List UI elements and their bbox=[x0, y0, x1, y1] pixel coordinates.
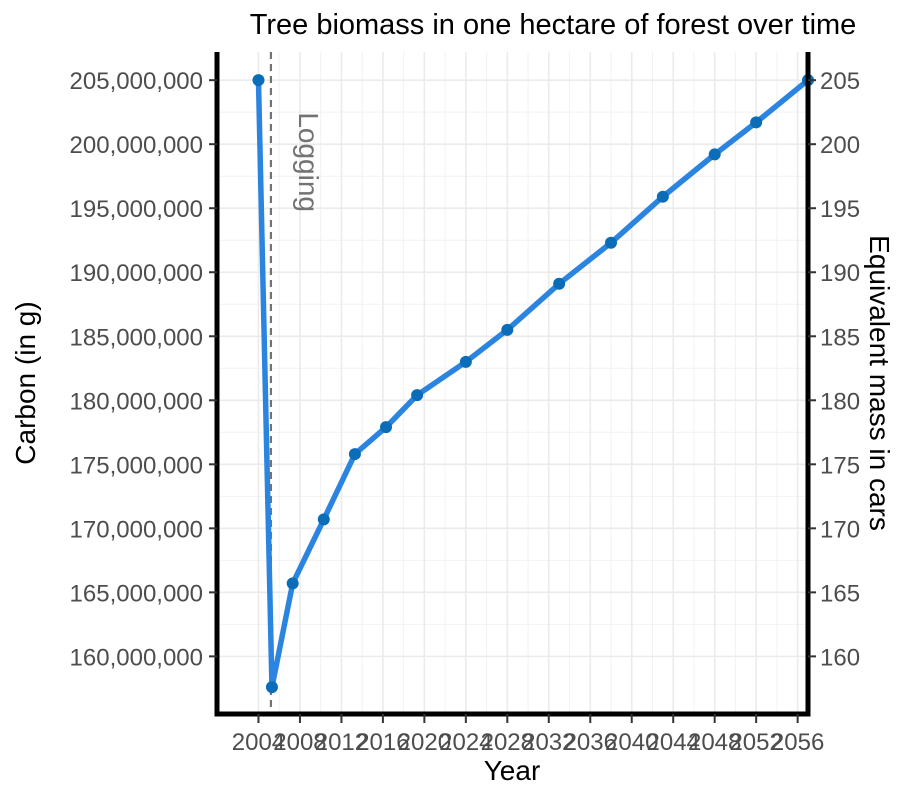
y-tick-label: 170,000,000 bbox=[70, 516, 203, 543]
grid bbox=[217, 52, 808, 714]
data-point bbox=[501, 323, 514, 336]
y2-tick-label: 200 bbox=[820, 132, 860, 159]
x-tick-label: 2040 bbox=[605, 729, 658, 756]
data-point bbox=[265, 681, 278, 694]
x-axis-title: Year bbox=[484, 755, 541, 786]
data-point bbox=[553, 277, 566, 290]
data-point bbox=[317, 513, 330, 526]
data-point bbox=[708, 148, 721, 161]
y2-tick-label: 170 bbox=[820, 516, 860, 543]
x-tick-label: 2036 bbox=[564, 729, 617, 756]
series-layer bbox=[252, 74, 814, 694]
y2-tick-label: 165 bbox=[820, 580, 860, 607]
chart-title: Tree biomass in one hectare of forest ov… bbox=[250, 9, 857, 41]
y-tick-label: 190,000,000 bbox=[70, 260, 203, 287]
data-point bbox=[380, 421, 393, 434]
y-tick-label: 185,000,000 bbox=[70, 324, 203, 351]
y2-tick-label: 160 bbox=[820, 644, 860, 671]
x-axis-ticks: 2004200820122016202020242028203220362040… bbox=[232, 714, 824, 756]
x-tick-label: 2020 bbox=[398, 729, 451, 756]
data-point bbox=[348, 448, 361, 461]
x-tick-label: 2024 bbox=[439, 729, 492, 756]
y-tick-label: 205,000,000 bbox=[70, 68, 203, 95]
y2-tick-label: 195 bbox=[820, 196, 860, 223]
data-point bbox=[459, 355, 472, 368]
y-tick-label: 195,000,000 bbox=[70, 196, 203, 223]
y2-tick-label: 180 bbox=[820, 388, 860, 415]
x-tick-label: 2004 bbox=[232, 729, 285, 756]
logging-label: Logging bbox=[293, 112, 324, 212]
x-tick-label: 2028 bbox=[481, 729, 534, 756]
x-tick-label: 2008 bbox=[273, 729, 326, 756]
y2-tick-label: 175 bbox=[820, 452, 860, 479]
data-point bbox=[411, 389, 424, 402]
y-axis-title: Carbon (in g) bbox=[10, 301, 41, 464]
y-tick-label: 160,000,000 bbox=[70, 644, 203, 671]
x-tick-label: 2052 bbox=[729, 729, 782, 756]
y2-tick-label: 205 bbox=[820, 68, 860, 95]
y-tick-label: 165,000,000 bbox=[70, 580, 203, 607]
y2-axis-ticks: 160 165 170 175 180 185 190 195 200 205 bbox=[808, 68, 860, 671]
x-tick-label: 2032 bbox=[522, 729, 575, 756]
data-point bbox=[252, 74, 265, 87]
x-tick-label: 2056 bbox=[771, 729, 824, 756]
x-tick-label: 2048 bbox=[688, 729, 741, 756]
y2-tick-label: 190 bbox=[820, 260, 860, 287]
y-tick-label: 175,000,000 bbox=[70, 452, 203, 479]
y2-tick-label: 185 bbox=[820, 324, 860, 351]
x-tick-label: 2044 bbox=[647, 729, 700, 756]
data-point bbox=[750, 116, 763, 129]
y-tick-label: 200,000,000 bbox=[70, 132, 203, 159]
x-tick-label: 2012 bbox=[315, 729, 368, 756]
x-tick-label: 2016 bbox=[356, 729, 409, 756]
y2-axis-title: Equivalent mass in cars bbox=[864, 235, 895, 531]
y-axis-ticks: 160,000,000 165,000,000 170,000,000 175,000… bbox=[70, 68, 217, 671]
axes bbox=[214, 52, 811, 717]
data-point bbox=[605, 236, 617, 249]
data-point bbox=[286, 577, 299, 590]
y-tick-label: 180,000,000 bbox=[70, 388, 203, 415]
annotation-layer: Logging bbox=[269, 52, 324, 714]
data-point bbox=[656, 190, 669, 203]
